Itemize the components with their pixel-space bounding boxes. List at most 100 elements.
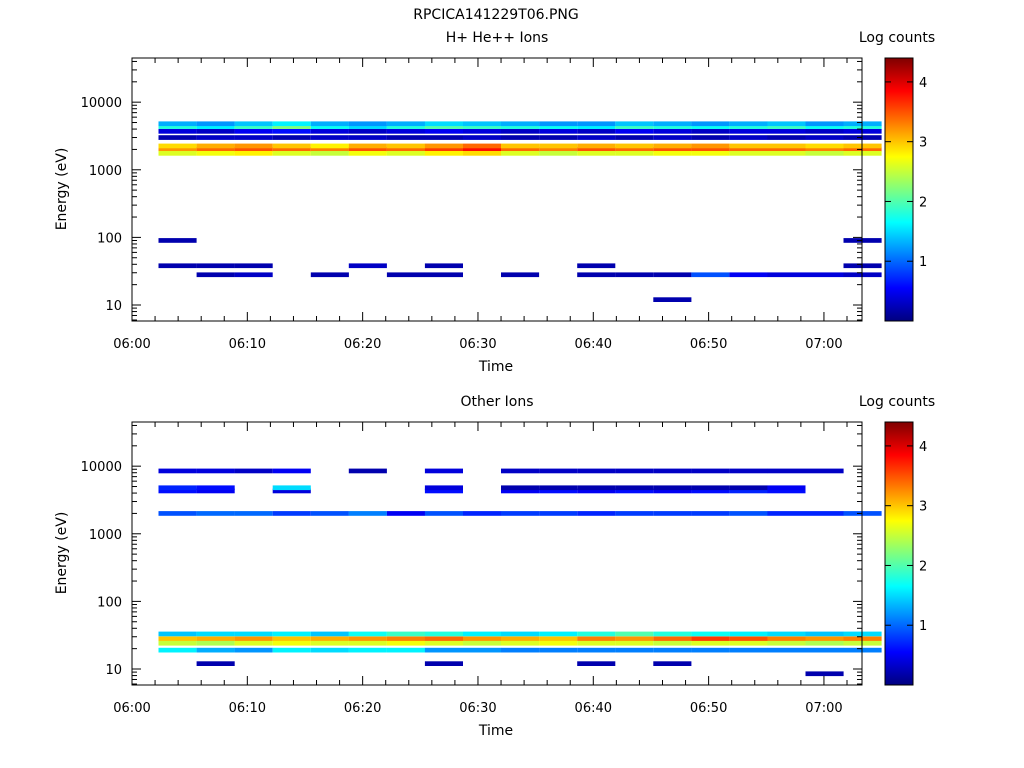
heatmap-cell [463, 147, 502, 152]
heatmap-cell [234, 631, 273, 637]
panel-bottom-title: Other Ions [460, 394, 533, 410]
heatmap-cell [539, 125, 578, 130]
y-tick-label: 10000 [81, 96, 122, 111]
heatmap-cell [653, 147, 692, 152]
heatmap-cell [577, 143, 616, 149]
heatmap-cell [158, 125, 197, 130]
heatmap-cell [843, 151, 882, 156]
heatmap-cell [463, 121, 502, 127]
heatmap-cell [729, 272, 768, 278]
colorbar-tick-label: 3 [919, 500, 927, 515]
colorbar-tick-label: 1 [919, 255, 927, 270]
heatmap-cell [234, 129, 273, 134]
heatmap-cell [386, 631, 425, 637]
heatmap-cell [158, 121, 197, 127]
heatmap-cell [539, 121, 578, 127]
heatmap-cell [767, 485, 806, 491]
heatmap-cell [386, 647, 425, 653]
heatmap-cell [348, 263, 387, 269]
heatmap-cell [691, 143, 730, 149]
heatmap-cell [386, 511, 425, 516]
panel-top-plot-frame [131, 57, 863, 322]
heatmap-cell [196, 636, 235, 642]
heatmap-cell [424, 272, 463, 278]
heatmap-cell [272, 636, 311, 642]
heatmap-cell [615, 511, 654, 516]
heatmap-cell [272, 640, 311, 646]
heatmap-cell [653, 631, 692, 637]
heatmap-cell [729, 129, 768, 134]
heatmap-cell [310, 272, 349, 278]
heatmap-cell [691, 147, 730, 152]
heatmap-cell [386, 272, 425, 278]
heatmap-cell [729, 125, 768, 130]
heatmap-cell [272, 143, 311, 149]
heatmap-cell [539, 636, 578, 642]
heatmap-cell [310, 129, 349, 134]
heatmap-cell [158, 640, 197, 646]
heatmap-cell [310, 125, 349, 130]
heatmap-cell [729, 636, 768, 642]
heatmap-cell [272, 121, 311, 127]
heatmap-cell [310, 135, 349, 140]
heatmap-cell [653, 511, 692, 516]
heatmap-cell [539, 468, 578, 474]
heatmap-cell [615, 647, 654, 653]
heatmap-cell [615, 468, 654, 474]
heatmap-cell [310, 631, 349, 637]
heatmap-cell [348, 631, 387, 637]
heatmap-cell [653, 647, 692, 653]
heatmap-cell [463, 125, 502, 130]
heatmap-cell [805, 129, 844, 134]
heatmap-cell [577, 647, 616, 653]
heatmap-cell [805, 640, 844, 646]
heatmap-cell [196, 661, 235, 666]
heatmap-cell [577, 147, 616, 152]
heatmap-cell [843, 647, 882, 653]
heatmap-cell [196, 647, 235, 653]
heatmap-cell [424, 640, 463, 646]
heatmap-cell [805, 511, 844, 516]
heatmap-cell [196, 511, 235, 516]
heatmap-cell [539, 647, 578, 653]
heatmap-cell [767, 151, 806, 156]
heatmap-cell [501, 511, 540, 516]
heatmap-cell [539, 129, 578, 134]
heatmap-cell [348, 151, 387, 156]
heatmap-cell [501, 647, 540, 653]
heatmap-cell [577, 135, 616, 140]
heatmap-cell [272, 125, 311, 130]
heatmap-cell [691, 272, 730, 278]
heatmap-cell [348, 143, 387, 149]
x-tick-label: 06:30 [459, 701, 496, 716]
heatmap-cell [234, 636, 273, 642]
heatmap-cell [843, 121, 882, 127]
heatmap-cell [196, 263, 235, 269]
panel-top-colorbar [884, 57, 914, 322]
y-tick-label: 100 [97, 595, 122, 610]
heatmap-cell [691, 135, 730, 140]
heatmap-cell [348, 125, 387, 130]
heatmap-cell [424, 263, 463, 269]
heatmap-cell [196, 129, 235, 134]
heatmap-cell [615, 272, 654, 278]
colorbar-tick-label: 3 [919, 136, 927, 151]
colorbar-tick-label: 1 [919, 619, 927, 634]
heatmap-cell [158, 647, 197, 653]
heatmap-cell [348, 147, 387, 152]
heatmap-cell [463, 511, 502, 516]
heatmap-cell [805, 647, 844, 653]
heatmap-cell [310, 640, 349, 646]
panel-bottom-y-axis-label: Energy (eV) [54, 512, 70, 595]
heatmap-cell [767, 468, 806, 474]
heatmap-cell [653, 640, 692, 646]
panel-top-heatmap-cells [158, 121, 882, 302]
heatmap-cell [577, 121, 616, 127]
heatmap-cell [577, 272, 616, 278]
heatmap-cell [196, 151, 235, 156]
panel-bottom-axis-ticks: 06:00 06:10 06:20 06:30 06:40 06:50 07:00 10 100… [81, 422, 862, 716]
heatmap-cell [463, 640, 502, 646]
heatmap-cell [501, 640, 540, 646]
heatmap-cell [577, 129, 616, 134]
